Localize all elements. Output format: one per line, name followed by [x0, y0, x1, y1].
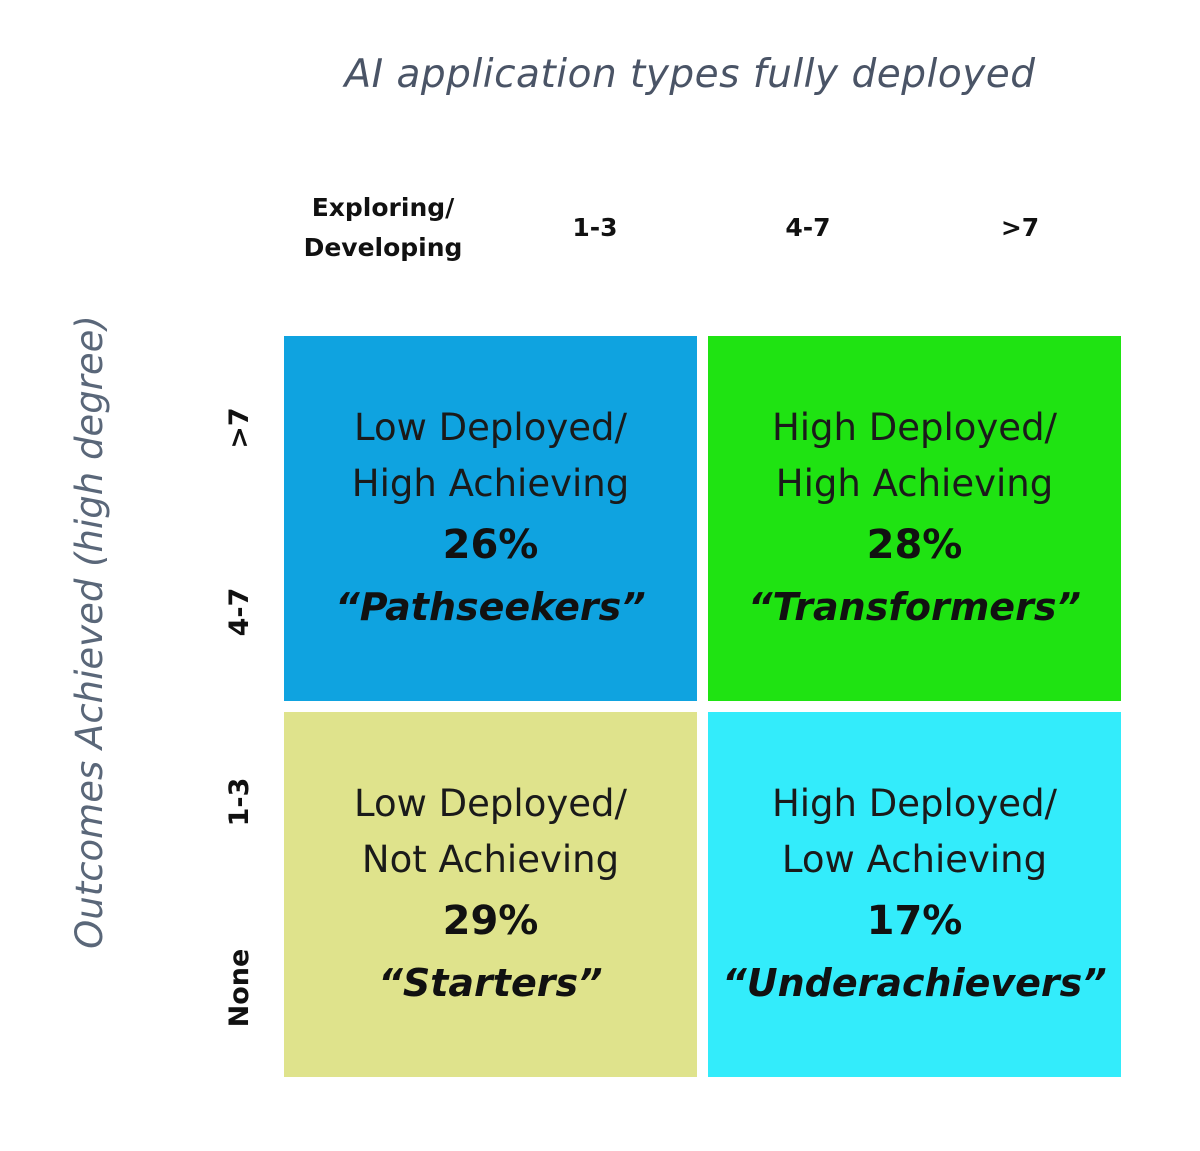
quadrant-percent: 29% [442, 897, 539, 944]
quadrant-percent: 28% [866, 521, 963, 568]
quadrant-achievement-label: High Achieving [775, 461, 1054, 505]
row-label-1-3: 1-3 [224, 777, 255, 827]
quadrant-percent: 17% [866, 897, 963, 944]
quadrant-underachievers: High Deployed/ Low Achieving 17% “Undera… [708, 712, 1121, 1077]
quadrant-deployment-label: Low Deployed/ [354, 781, 627, 825]
row-label-gt-7: >7 [224, 407, 255, 449]
quadrant-starters: Low Deployed/ Not Achieving 29% “Starter… [284, 712, 697, 1077]
y-axis-title: Outcomes Achieved (high degree) [68, 315, 111, 949]
quadrant-segment-name: “Transformers” [748, 584, 1081, 629]
column-label-4-7: 4-7 [785, 213, 831, 242]
column-label-gt-7: >7 [1000, 213, 1040, 242]
quadrant-achievement-label: High Achieving [351, 461, 630, 505]
x-axis-title: AI application types fully deployed [344, 52, 1036, 97]
quadrant-deployment-label: High Deployed/ [771, 781, 1058, 825]
quadrant-deployment-label: Low Deployed/ [354, 405, 627, 449]
quadrant-segment-name: “Underachievers” [722, 960, 1107, 1005]
quadrant-achievement-label: Low Achieving [781, 837, 1048, 881]
quadrant-segment-name: “Starters” [378, 960, 603, 1005]
quadrant-transformers: High Deployed/ High Achieving 28% “Trans… [708, 336, 1121, 701]
quadrant-deployment-label: High Deployed/ [771, 405, 1058, 449]
column-label-1-3: 1-3 [572, 213, 618, 242]
column-label-exploring: Exploring/ Developing [283, 188, 483, 268]
row-label-none: None [224, 948, 255, 1028]
row-label-4-7: 4-7 [224, 587, 255, 637]
quadrant-achievement-label: Not Achieving [361, 837, 620, 881]
column-label-line: Developing [303, 233, 463, 262]
quadrant-segment-name: “Pathseekers” [335, 584, 646, 629]
column-label-line: Exploring/ [311, 193, 455, 222]
quadrant-percent: 26% [442, 521, 539, 568]
quadrant-pathseekers: Low Deployed/ High Achieving 26% “Pathse… [284, 336, 697, 701]
